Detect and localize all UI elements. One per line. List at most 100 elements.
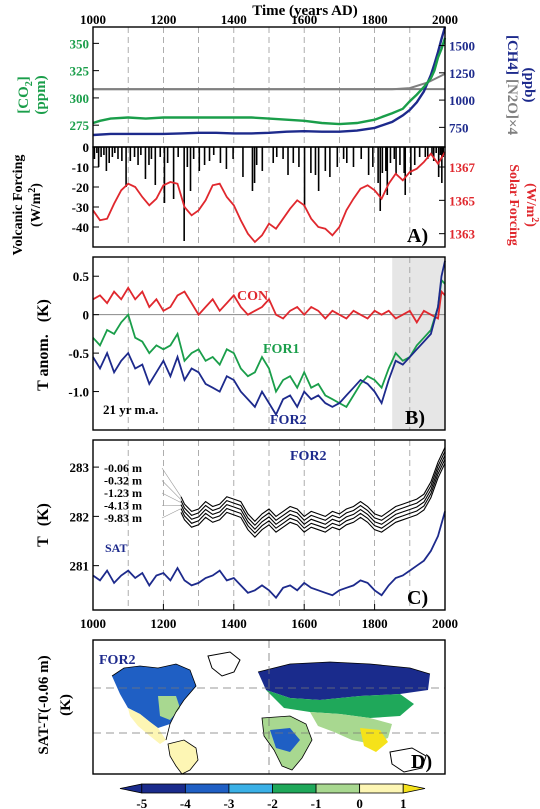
eurasia-north <box>258 662 430 700</box>
panel-a-top: 275 300 325 350 750 1000 1250 1500 [CO2] (ppm)… <box>16 26 537 148</box>
panel-c-label: C) <box>407 587 428 609</box>
solar-tick-label: 1367 <box>449 160 476 175</box>
top-x-tick-label: 1200 <box>150 12 176 27</box>
colorbar-tick-label: -5 <box>136 796 147 809</box>
sat-label: SAT <box>105 541 127 555</box>
sat-line <box>92 511 446 600</box>
panel-d-frame <box>92 639 446 775</box>
co2-axis-label: [CO2] <box>16 76 35 114</box>
south-asia <box>360 728 388 752</box>
panel-c-y-ticks: 281 282 283 <box>70 460 99 574</box>
panel-a-bottom-series <box>92 147 446 244</box>
moving-average-note: 21 yr m.a. <box>103 402 158 417</box>
panel-c-x-tick-label: 1600 <box>291 616 317 631</box>
co2-tick-label: 350 <box>70 36 90 51</box>
co2-tick-label: 325 <box>70 64 90 79</box>
subsurface-line <box>180 455 446 530</box>
australia-region <box>389 747 427 773</box>
panel-d-ylabel: SAT-T(-0.06 m) <box>36 655 52 754</box>
colorbar-bin <box>272 783 317 794</box>
eurasia-middle <box>266 690 414 718</box>
solar-line <box>92 151 446 244</box>
panel-d-series-title: FOR2 <box>99 653 136 668</box>
panel-d-ylabel-unit: (K) <box>58 694 74 716</box>
for1-line <box>92 278 446 409</box>
panel-b-tick-label: 0.5 <box>73 269 90 284</box>
panel-c: 281 282 283 1000 1200 1400 1600 1800 2000 -0.06… <box>35 439 458 631</box>
panel-b-series <box>92 260 446 417</box>
solar-axis-label: Solar Forcing <box>506 164 521 246</box>
panel-a-label: A) <box>407 225 428 247</box>
map-continents <box>111 651 431 775</box>
panel-c-x-tick-label: 2000 <box>432 616 458 631</box>
top-axis-title: Time (years AD) <box>252 3 358 19</box>
panel-b-tick-label: -1.0 <box>68 385 89 400</box>
volcanic-axis-label: Volcanic Forcing <box>11 155 26 256</box>
subsurface-line <box>180 447 446 523</box>
co2-tick-label: 275 <box>70 118 90 133</box>
depth-leader <box>161 480 182 500</box>
solar-tick-label: 1363 <box>449 227 476 242</box>
volcanic-axis-unit: (W/m2) <box>27 183 44 227</box>
greenland-region <box>207 651 241 677</box>
ch4-tick-label: 750 <box>449 120 469 135</box>
series-label-for2: FOR2 <box>270 413 307 428</box>
panel-a-bottom-frame <box>92 146 446 248</box>
colorbar-ticks: -5 -4 -3 -2 -1 0 1 <box>136 796 406 809</box>
ch4-n2o-axis-label: [CH4][N2O]×4 <box>504 35 520 136</box>
volcanic-tick-label: -20 <box>72 180 89 195</box>
depth-label: -1.23 m <box>104 486 142 500</box>
depth-label: -9.83 m <box>104 511 142 525</box>
con-line <box>92 286 446 325</box>
north-america-east <box>158 696 180 720</box>
panel-a-top-right-ticks: 750 1000 1250 1500 <box>439 39 475 135</box>
top-x-tick-label: 1400 <box>221 12 247 27</box>
colorbar-bin <box>228 783 273 794</box>
colorbar-tick-label: -3 <box>224 796 235 809</box>
panel-c-x-tick-label: 1400 <box>221 616 247 631</box>
colorbar-bin <box>184 783 230 794</box>
depth-leader <box>161 492 182 503</box>
panel-c-frame <box>92 439 446 611</box>
panel-c-tick-label: 282 <box>70 509 90 524</box>
panel-c-x-tick-label: 1000 <box>80 616 106 631</box>
subsurface-line <box>180 451 446 526</box>
panel-a-top-series <box>92 26 447 137</box>
volcanic-tick-label: -30 <box>72 200 89 215</box>
panel-b-label: B) <box>405 407 425 429</box>
co2-line <box>92 37 447 126</box>
ch4-tick-label: 1500 <box>449 39 475 54</box>
panel-a-bottom-right-ticks: 1363 1365 1367 <box>439 160 476 242</box>
depth-leader <box>161 467 182 497</box>
colorbar-bin <box>359 783 404 794</box>
depth-labels: -0.06 m-0.32 m-1.23 m-4.13 m-9.83 m <box>104 461 182 525</box>
panel-c-x-tick-label: 1800 <box>362 616 388 631</box>
volcanic-tick-label: 0 <box>83 140 90 155</box>
depth-label: -0.06 m <box>104 461 142 475</box>
depth-label: -4.13 m <box>104 499 142 513</box>
colorbar-left-extend <box>119 783 143 794</box>
panel-b-tick-label: -0.5 <box>68 346 89 361</box>
solar-axis-unit: (W/m2) <box>523 183 540 227</box>
colorbar-tick-label: -4 <box>180 796 191 809</box>
depth-label: -0.32 m <box>104 474 142 488</box>
subsurface-line <box>180 458 446 534</box>
north-america-south <box>128 708 166 744</box>
colorbar-bin <box>315 783 361 794</box>
colorbar-right-extend <box>402 783 426 794</box>
panel-c-tick-label: 281 <box>70 559 90 574</box>
n2o-line <box>93 73 446 91</box>
map-coastlines <box>111 661 431 741</box>
panel-b-tick-label: 0 <box>83 308 90 323</box>
africa-interior <box>270 728 300 752</box>
colorbar-tick-label: -1 <box>311 796 322 809</box>
solar-tick-label: 1365 <box>449 193 476 208</box>
top-x-tick-label: 2000 <box>432 12 458 27</box>
top-x-tick-label: 1000 <box>80 12 106 27</box>
series-label-for1: FOR1 <box>263 342 300 357</box>
co2-axis-unit: (ppm) <box>33 75 49 114</box>
panel-c-series-title: FOR2 <box>290 449 327 464</box>
co2-tick-label: 300 <box>70 91 90 106</box>
ch4-tick-label: 1000 <box>449 93 475 108</box>
colorbar <box>119 783 426 794</box>
